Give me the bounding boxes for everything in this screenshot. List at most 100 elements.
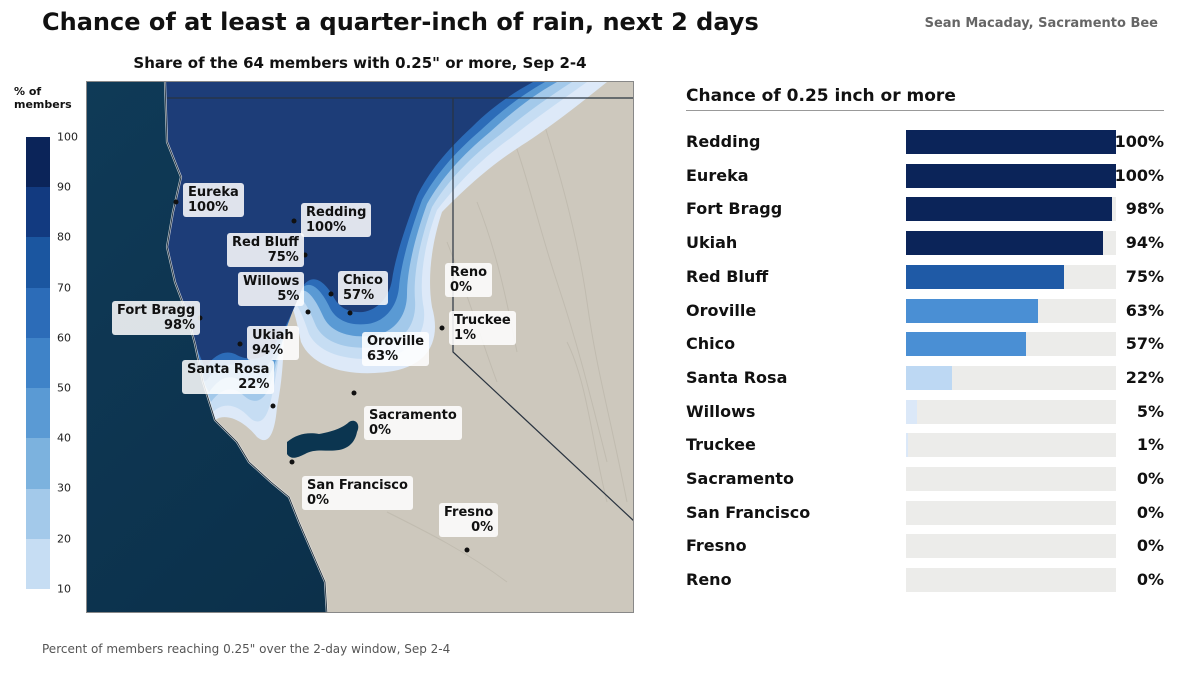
legend-tick: 100: [57, 130, 78, 144]
city-label-reno: Reno 0%: [445, 263, 493, 297]
city-label-sacramento: Sacramento 0%: [364, 406, 462, 440]
legend-tick: 30: [57, 481, 71, 495]
bar-track: [906, 264, 1116, 289]
city-label-san-francisco: San Francisco 0%: [302, 476, 413, 510]
bar-track: [906, 534, 1116, 559]
bar-mark: [906, 365, 953, 390]
city-name: Eureka: [188, 185, 239, 200]
bar-value-label: 22%: [1125, 367, 1164, 387]
legend-swatch-10-20: [26, 538, 50, 589]
bar-track: [906, 433, 1116, 458]
legend-tick: 10: [57, 582, 71, 596]
terrain-texture: [386, 101, 628, 583]
bar-value-label: 0%: [1136, 536, 1164, 556]
city-dot-oroville[interactable]: [347, 310, 353, 316]
city-name: Red Bluff: [232, 235, 299, 250]
legend-title: % of members: [14, 85, 72, 111]
bar-mark: [906, 332, 1026, 357]
bar-row: Sacramento 0%: [686, 467, 1164, 491]
city-dot-red-bluff[interactable]: [302, 252, 308, 258]
city-name: Willows: [243, 274, 300, 289]
coastline-inner: [164, 82, 328, 612]
city-dot-san-francisco[interactable]: [289, 459, 295, 465]
map-graphic: [87, 82, 633, 612]
legend-swatch-80-90: [26, 187, 50, 238]
sf-bay: [287, 420, 359, 458]
bar-value-label: 100%: [1114, 165, 1164, 185]
city-label-ukiah: Ukiah 94%: [247, 326, 299, 360]
city-name: Sacramento: [369, 408, 457, 423]
legend-swatch-30-40: [26, 438, 50, 489]
bar-row: Oroville 63%: [686, 298, 1164, 323]
legend-tick: 70: [57, 281, 71, 295]
bar-value-label: 0%: [1136, 502, 1164, 522]
city-name: San Francisco: [307, 478, 408, 493]
city-value: 57%: [343, 288, 375, 303]
city-value: 100%: [188, 200, 229, 215]
bar-value-label: 75%: [1125, 266, 1164, 286]
bar-mark: [906, 130, 1116, 154]
bar-mark: [906, 264, 1064, 289]
legend-swatch-70-80: [26, 237, 50, 288]
legend-swatch-40-50: [26, 388, 50, 439]
bar-category-label: Sacramento: [686, 469, 795, 488]
bar-row: San Francisco 0%: [686, 500, 1164, 525]
bar-track: [906, 365, 1116, 390]
bar-category-label: Oroville: [686, 300, 757, 320]
bar-track: [906, 197, 1116, 222]
bar-value-label: 94%: [1125, 233, 1164, 253]
bar-category-label: Ukiah: [686, 233, 738, 253]
bar-track: [906, 130, 1116, 154]
bar-mark: [906, 433, 909, 458]
city-value: 94%: [252, 343, 284, 358]
credit-line: Sean Macaday, Sacramento Bee: [924, 16, 1158, 31]
city-label-willows: Willows 5%: [238, 272, 305, 306]
city-dot-ukiah[interactable]: [237, 341, 243, 347]
bar-value-label: 1%: [1136, 435, 1164, 455]
city-dot-truckee[interactable]: [439, 325, 445, 331]
chart-title: Chance of at least a quarter-inch of rai…: [42, 8, 759, 36]
city-dot-chico[interactable]: [328, 291, 334, 297]
bar-mark: [906, 399, 917, 424]
city-dot-redding[interactable]: [291, 218, 297, 224]
city-dot-eureka[interactable]: [173, 199, 179, 205]
city-value: 100%: [306, 220, 347, 235]
bar-row: Santa Rosa 22%: [686, 365, 1164, 390]
city-value: 98%: [164, 318, 196, 333]
city-name: Reno: [450, 265, 488, 280]
city-name: Oroville: [367, 334, 425, 349]
city-value: 5%: [277, 289, 300, 304]
legend-tick: 60: [57, 331, 71, 345]
bar-mark: [906, 197, 1112, 222]
bar-row: Willows 5%: [686, 399, 1164, 424]
city-dot-willows[interactable]: [305, 309, 311, 315]
city-dot-santa-rosa[interactable]: [270, 403, 276, 409]
bar-track: [906, 500, 1116, 525]
bar-value-label: 100%: [1114, 132, 1164, 151]
bar-track: [906, 568, 1116, 593]
bar-row: Fort Bragg 98%: [686, 197, 1164, 222]
bar-track: [906, 298, 1116, 323]
bar-category-label: San Francisco: [686, 502, 811, 522]
bar-chart-title: Chance of 0.25 inch or more: [686, 86, 1164, 111]
city-dot-sacramento[interactable]: [351, 390, 357, 396]
city-label-truckee: Truckee 1%: [449, 311, 516, 345]
city-value: 0%: [471, 520, 494, 535]
city-name: Santa Rosa: [187, 362, 270, 377]
bar-track: [906, 332, 1116, 357]
rain-probability-map[interactable]: Eureka 100% Redding 100% Red Bluff 75% W…: [86, 81, 634, 613]
bar-row: Red Bluff 75%: [686, 264, 1164, 289]
city-label-redding: Redding 100%: [301, 203, 372, 237]
legend-color-bar: [26, 137, 50, 589]
bar-category-label: Truckee: [686, 435, 756, 455]
legend-tick: 40: [57, 431, 71, 445]
city-value: 75%: [267, 250, 299, 265]
city-value: 0%: [369, 423, 392, 438]
city-dot-fresno[interactable]: [464, 547, 470, 553]
city-name: Ukiah: [252, 328, 294, 343]
bar-category-label: Red Bluff: [686, 266, 769, 286]
bar-value-label: 57%: [1125, 334, 1164, 354]
bar-value-label: 5%: [1136, 401, 1164, 421]
bar-value-label: 63%: [1125, 300, 1164, 320]
bar-row: Redding 100%: [686, 130, 1164, 154]
